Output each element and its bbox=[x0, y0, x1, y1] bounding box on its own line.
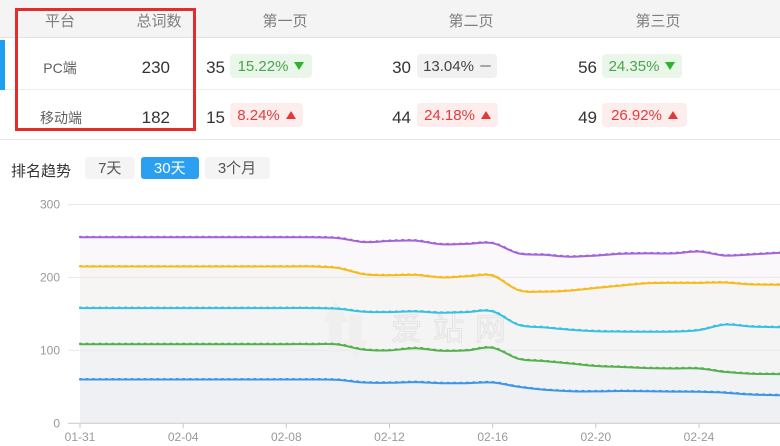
svg-text:02-24: 02-24 bbox=[684, 430, 715, 444]
svg-text:0: 0 bbox=[53, 416, 60, 430]
svg-text:02-20: 02-20 bbox=[580, 430, 611, 444]
svg-text:02-04: 02-04 bbox=[168, 430, 199, 444]
svg-text:100: 100 bbox=[40, 343, 60, 357]
svg-text:02-16: 02-16 bbox=[477, 430, 508, 444]
svg-text:300: 300 bbox=[40, 198, 60, 212]
svg-text:02-08: 02-08 bbox=[271, 430, 302, 444]
svg-text:01-31: 01-31 bbox=[65, 430, 96, 444]
svg-text:爱站网: 爱站网 bbox=[391, 312, 517, 347]
svg-text:02-12: 02-12 bbox=[374, 430, 405, 444]
svg-text:200: 200 bbox=[40, 270, 60, 284]
